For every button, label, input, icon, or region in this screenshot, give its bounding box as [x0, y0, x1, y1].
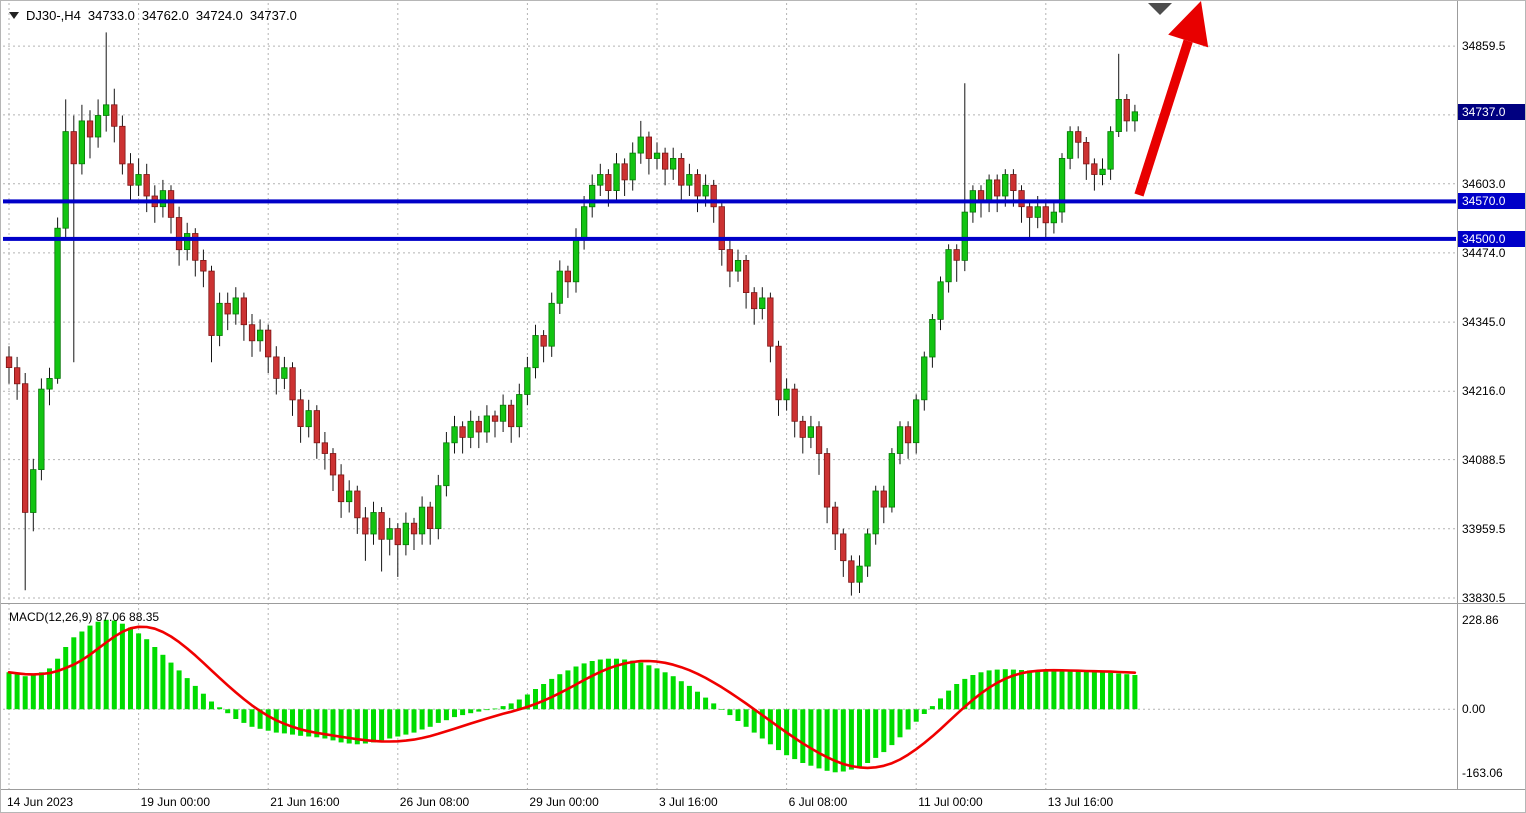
- macd-tick-label: -163.06: [1462, 765, 1503, 780]
- high-value: 34762.0: [141, 8, 189, 23]
- horizontal-line-objects[interactable]: [3, 199, 1456, 241]
- pane-borders: [1, 1, 1525, 790]
- macd-indicator-label: MACD(12,26,9) 87.06 88.35: [9, 610, 160, 624]
- price-tick-label: 34345.0: [1462, 315, 1506, 330]
- grid: [3, 3, 1456, 790]
- price-tick-label: 33959.5: [1462, 521, 1506, 536]
- symbol-dropdown-icon[interactable]: [9, 12, 19, 19]
- price-tick-label: 34216.0: [1462, 384, 1506, 399]
- price-tick-label: 34088.5: [1462, 452, 1506, 467]
- trend-arrow[interactable]: [1134, 1, 1209, 197]
- symbol-ohlc-label: DJ30-,H4 34733.0 34762.0 34724.0 34737.0: [9, 8, 297, 23]
- price-tick-label: 34859.5: [1462, 39, 1506, 54]
- time-label: 13 Jul 16:00: [1047, 795, 1114, 809]
- resistance-price-box: 34570.0: [1458, 193, 1525, 210]
- time-label: 26 Jun 08:00: [399, 795, 470, 809]
- price-tick-label: 33830.5: [1462, 591, 1506, 606]
- time-label: 3 Jul 16:00: [659, 795, 718, 809]
- close-value: 34737.0: [249, 8, 297, 23]
- price-tick-label: 34603.0: [1462, 176, 1506, 191]
- macd-tick-label: 0.00: [1462, 702, 1486, 717]
- symbol-period-label: DJ30-,H4: [26, 8, 81, 23]
- macd-tick-label: 228.86: [1462, 613, 1499, 628]
- support-price-box: 34500.0: [1458, 230, 1525, 247]
- time-label: 6 Jul 08:00: [788, 795, 848, 809]
- low-value: 34724.0: [195, 8, 243, 23]
- time-label: 21 Jun 16:00: [270, 795, 340, 809]
- current-price-box: 34737.0: [1458, 103, 1525, 120]
- time-label: 29 Jun 00:00: [529, 795, 599, 809]
- time-label: 19 Jun 00:00: [140, 795, 210, 809]
- open-value: 34733.0: [87, 8, 135, 23]
- time-label: 11 Jul 00:00: [918, 795, 983, 809]
- macd-signal-line: [7, 625, 1137, 770]
- macd-histogram: [6, 619, 1138, 773]
- price-tick-label: 34474.0: [1462, 245, 1506, 260]
- time-label: 14 Jun 2023: [7, 795, 74, 809]
- chart-shift-marker-icon: [1148, 3, 1172, 15]
- candlesticks: [5, 32, 1138, 596]
